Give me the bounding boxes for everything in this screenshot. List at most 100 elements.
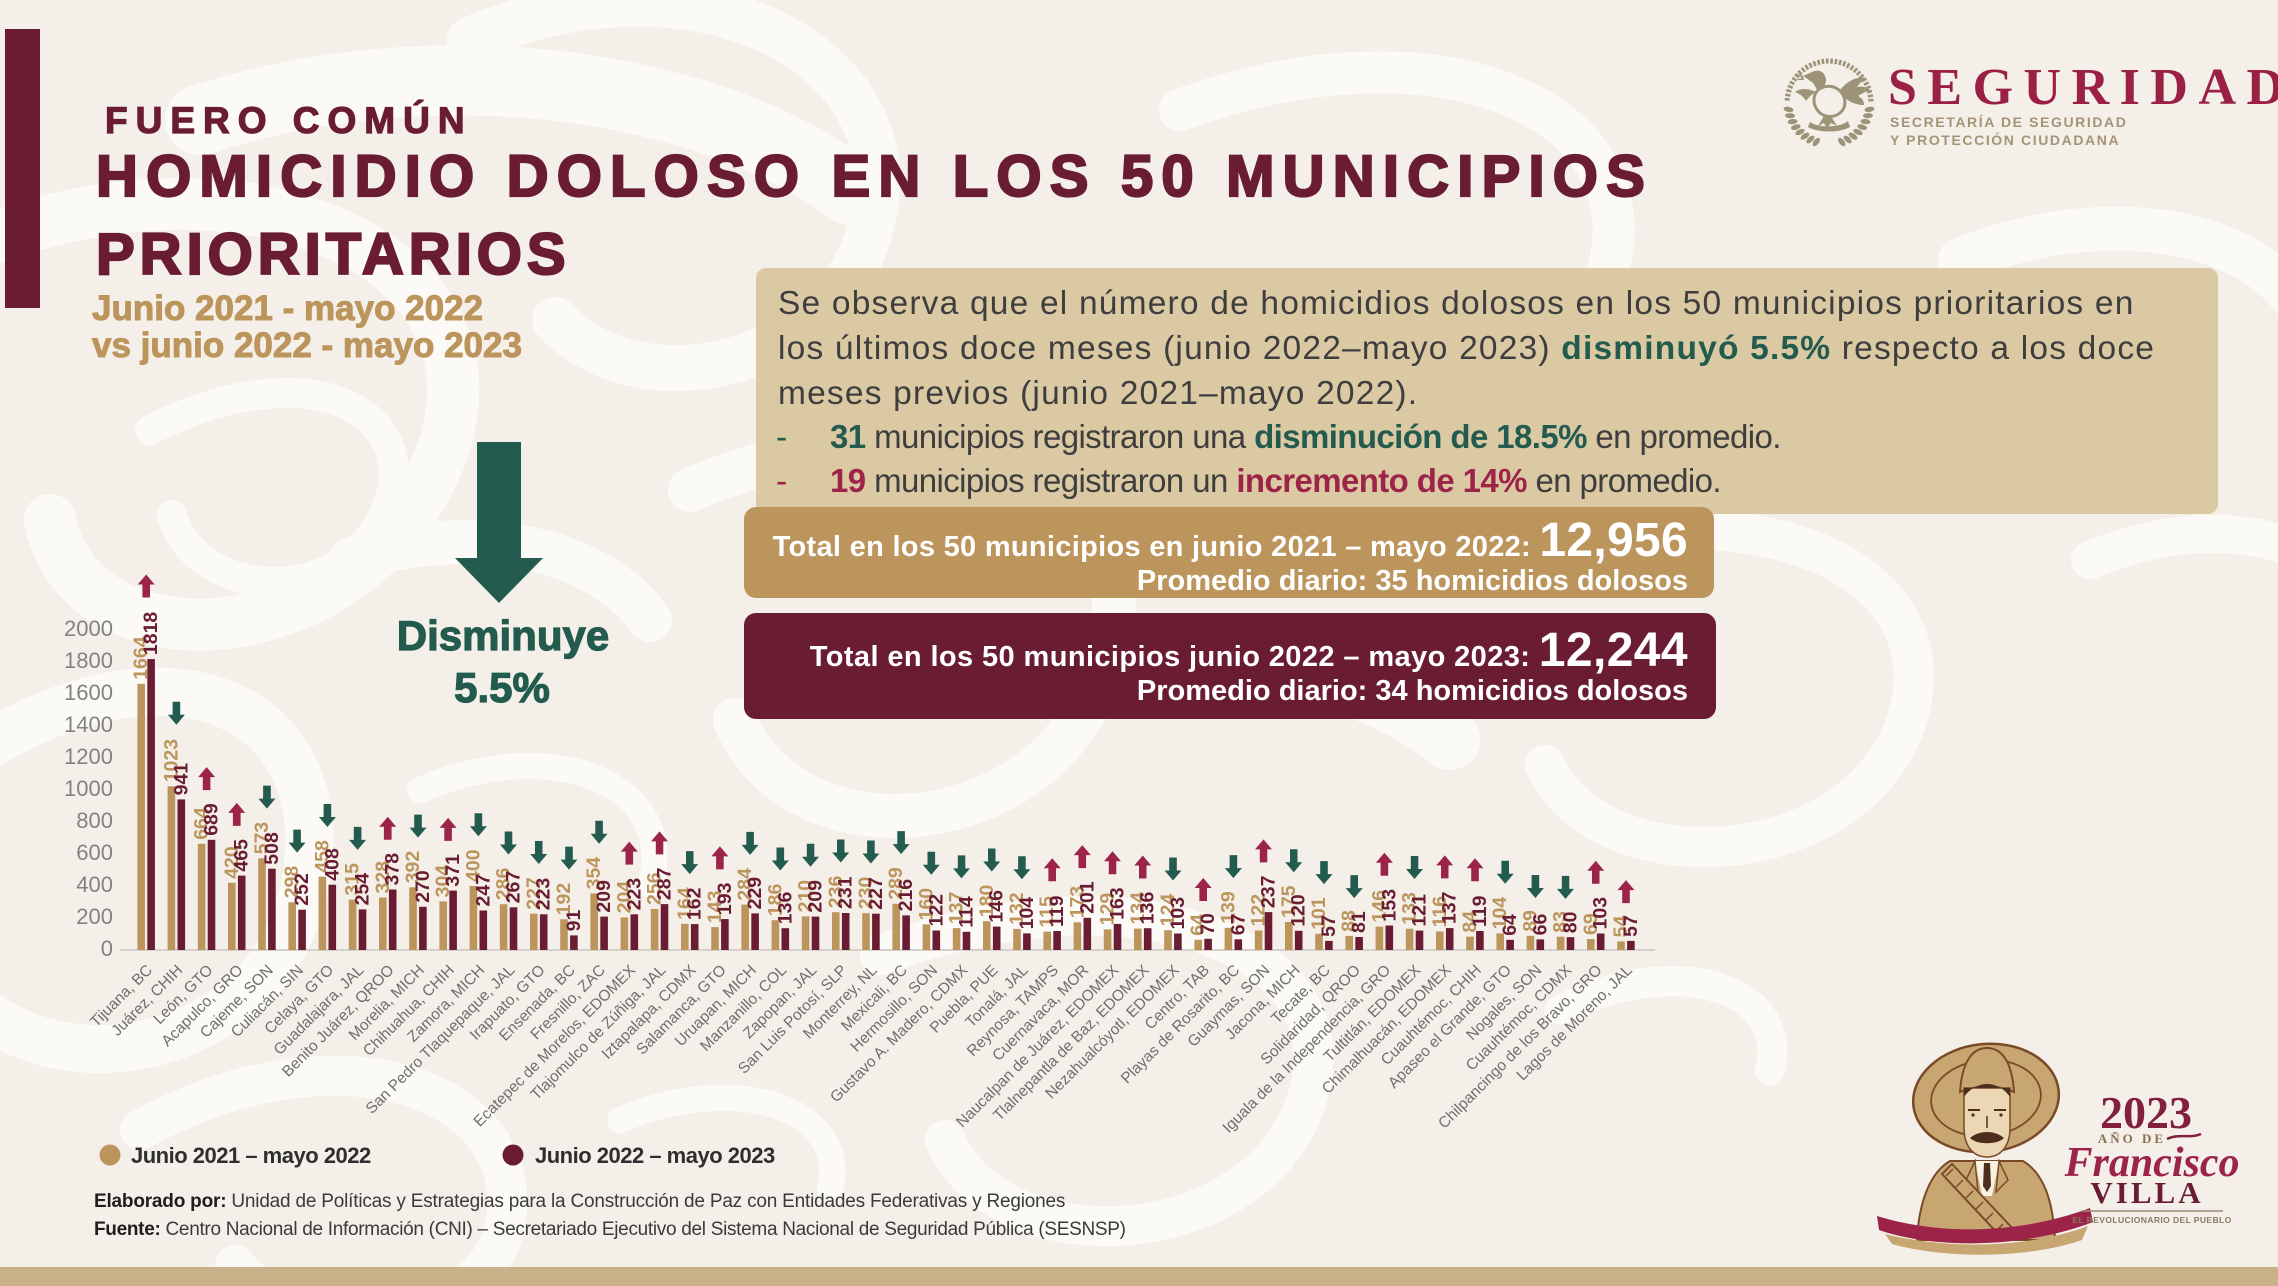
svg-text:Junio 2022 – mayo 2023: Junio 2022 – mayo 2023 [535, 1143, 775, 1168]
svg-text:PRIORITARIOS: PRIORITARIOS [96, 222, 571, 287]
svg-text:1664: 1664 [130, 636, 152, 680]
svg-text:EL REVOLUCIONARIO DEL PUEBLO: EL REVOLUCIONARIO DEL PUEBLO [2072, 1215, 2231, 1225]
svg-text:664: 664 [191, 807, 213, 840]
svg-text:83: 83 [1550, 911, 1572, 933]
svg-text:180: 180 [976, 885, 998, 918]
svg-text:104: 104 [1016, 897, 1038, 930]
svg-text:1818: 1818 [140, 612, 162, 656]
svg-text:1200: 1200 [64, 744, 113, 769]
svg-text:119: 119 [1469, 895, 1491, 927]
svg-text:66: 66 [1529, 914, 1551, 936]
svg-text:89: 89 [1519, 910, 1541, 932]
svg-text:132: 132 [1006, 892, 1028, 925]
svg-text:124: 124 [1157, 894, 1179, 927]
svg-text:146: 146 [1368, 890, 1390, 923]
svg-text:116: 116 [1429, 896, 1451, 928]
svg-text:270: 270 [412, 870, 434, 903]
svg-text:64: 64 [1187, 914, 1209, 936]
svg-text:-: - [776, 463, 788, 500]
svg-text:FUERO COMÚN: FUERO COMÚN [105, 99, 473, 141]
svg-text:70: 70 [1197, 913, 1219, 935]
svg-text:1800: 1800 [64, 648, 113, 673]
svg-text:139: 139 [1217, 891, 1239, 924]
svg-text:163: 163 [1107, 887, 1129, 920]
svg-text:2000: 2000 [64, 616, 113, 641]
svg-text:2023: 2023 [2100, 1087, 2192, 1138]
svg-text:129: 129 [1097, 893, 1119, 926]
svg-text:Se observa que el número de ho: Se observa que el número de homicidios d… [778, 285, 2135, 322]
svg-text:192: 192 [553, 883, 575, 916]
svg-text:287: 287 [654, 868, 676, 901]
svg-text:5.5%: 5.5% [454, 664, 550, 711]
svg-text:420: 420 [221, 846, 243, 879]
svg-text:69: 69 [1580, 913, 1602, 935]
svg-text:508: 508 [261, 832, 283, 865]
svg-text:689: 689 [201, 803, 223, 836]
svg-text:88: 88 [1338, 910, 1360, 932]
svg-text:227: 227 [865, 877, 887, 910]
svg-text:304: 304 [432, 865, 454, 898]
svg-text:Elaborado por: Unidad de Polít: Elaborado por: Unidad de Políticas y Est… [94, 1191, 1065, 1212]
svg-text:114: 114 [956, 896, 978, 928]
svg-text:115: 115 [1036, 896, 1058, 928]
svg-text:133: 133 [1399, 892, 1421, 925]
svg-text:31 municipios registraron una: 31 municipios registraron una disminució… [830, 418, 1781, 455]
svg-text:146: 146 [986, 890, 1008, 923]
svg-text:164: 164 [674, 887, 696, 920]
svg-text:19 municipios registraron un i: 19 municipios registraron un incremento … [830, 462, 1721, 499]
svg-text:254: 254 [352, 873, 374, 906]
svg-text:103: 103 [1167, 897, 1189, 930]
svg-text:162: 162 [684, 887, 706, 920]
svg-text:204: 204 [613, 881, 635, 914]
svg-text:122: 122 [1248, 894, 1270, 927]
svg-text:216: 216 [895, 879, 917, 912]
svg-text:153: 153 [1378, 889, 1400, 922]
svg-text:229: 229 [744, 877, 766, 910]
svg-text:57: 57 [1620, 915, 1642, 937]
svg-text:91: 91 [563, 910, 585, 932]
svg-text:256: 256 [644, 872, 666, 905]
svg-text:465: 465 [231, 839, 253, 872]
svg-text:315: 315 [342, 863, 364, 896]
svg-text:201: 201 [1076, 881, 1098, 914]
svg-text:67: 67 [1227, 914, 1249, 936]
svg-text:223: 223 [623, 878, 645, 911]
svg-text:136: 136 [774, 892, 796, 925]
svg-text:121: 121 [1409, 894, 1431, 927]
svg-text:119: 119 [1046, 895, 1068, 927]
svg-text:Junio 2021 – mayo 2022: Junio 2021 – mayo 2022 [131, 1143, 371, 1168]
svg-text:AÑO DE: AÑO DE [2098, 1131, 2166, 1146]
svg-text:64: 64 [1499, 914, 1521, 936]
svg-text:298: 298 [281, 866, 303, 899]
svg-text:328: 328 [372, 861, 394, 894]
svg-text:408: 408 [321, 848, 343, 881]
svg-text:173: 173 [1066, 886, 1088, 919]
svg-text:193: 193 [714, 882, 736, 915]
svg-text:227: 227 [523, 877, 545, 910]
svg-text:SECRETARÍA DE SEGURIDAD: SECRETARÍA DE SEGURIDAD [1890, 114, 2127, 130]
svg-text:-: - [776, 419, 788, 456]
svg-text:80: 80 [1560, 911, 1582, 933]
svg-text:103: 103 [1590, 897, 1612, 930]
svg-text:1023: 1023 [160, 739, 182, 783]
svg-text:236: 236 [825, 876, 847, 909]
svg-text:81: 81 [1348, 911, 1370, 933]
svg-text:600: 600 [76, 840, 113, 865]
svg-text:Francisco: Francisco [2063, 1140, 2239, 1186]
svg-text:378: 378 [382, 853, 404, 886]
svg-text:Promedio diario: 35 homicidios: Promedio diario: 35 homicidios dolosos [1137, 565, 1688, 597]
svg-text:meses previos (junio 2021–mayo: meses previos (junio 2021–mayo 2022). [778, 375, 1418, 412]
svg-text:573: 573 [251, 822, 273, 855]
svg-text:SEGURIDAD: SEGURIDAD [1888, 59, 2278, 116]
svg-text:Promedio diario: 34 homicidios: Promedio diario: 34 homicidios dolosos [1137, 675, 1688, 707]
svg-text:941: 941 [170, 763, 192, 796]
svg-text:vs junio 2022 - mayo 2023: vs junio 2022 - mayo 2023 [92, 326, 522, 365]
svg-text:800: 800 [76, 808, 113, 833]
svg-text:160: 160 [915, 888, 937, 921]
svg-text:134: 134 [1127, 892, 1149, 925]
svg-text:286: 286 [493, 868, 515, 901]
svg-text:Fuente: Centro Nacional de Inf: Fuente: Centro Nacional de Información (… [94, 1219, 1126, 1240]
svg-text:210: 210 [795, 880, 817, 913]
svg-text:231: 231 [835, 876, 857, 909]
svg-text:84: 84 [1459, 911, 1481, 933]
